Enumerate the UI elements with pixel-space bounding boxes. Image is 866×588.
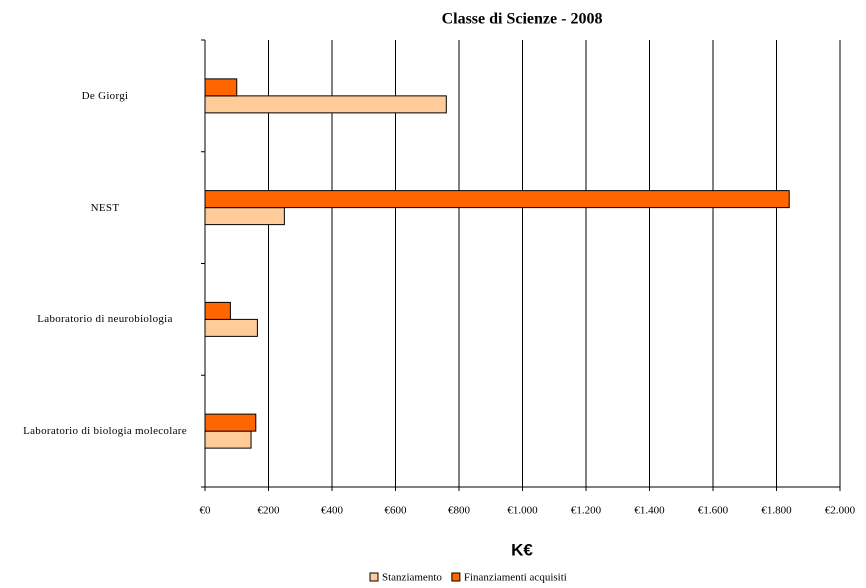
bar <box>204 207 285 226</box>
x-tick-label: €2.000 <box>825 505 856 517</box>
x-tick-label: €600 <box>385 505 408 517</box>
x-tick-label: €800 <box>448 505 471 517</box>
y-tick-label: Laboratorio di biologia molecolare <box>23 425 187 438</box>
x-tick-label: €200 <box>258 505 281 517</box>
x-tick-label: €0 <box>200 505 212 517</box>
legend-label: Finanziamenti acquisiti <box>464 572 567 584</box>
legend-label: Stanziamento <box>382 572 442 584</box>
legend-swatch <box>451 572 461 582</box>
x-tick-label: €400 <box>321 505 344 517</box>
y-tick-label: NEST <box>90 201 120 214</box>
x-tick-label: €1.200 <box>571 505 602 517</box>
bar <box>204 430 252 449</box>
chart-title: Classe di Scienze - 2008 <box>442 11 603 28</box>
x-axis-label: K€ <box>511 540 533 559</box>
x-tick-label: €1.000 <box>507 505 538 517</box>
bar <box>204 190 790 209</box>
bar <box>204 413 257 432</box>
x-tick-label: €1.800 <box>761 505 792 517</box>
x-tick-label: €1.600 <box>698 505 729 517</box>
x-tick-label: €1.400 <box>634 505 665 517</box>
bar <box>204 318 258 337</box>
legend-swatch <box>369 572 379 582</box>
y-tick-label: Laboratorio di neurobiologia <box>37 313 173 326</box>
bar <box>204 78 238 97</box>
bar <box>204 301 231 320</box>
y-tick-label: De Giorgi <box>81 89 129 102</box>
bar <box>204 95 447 114</box>
